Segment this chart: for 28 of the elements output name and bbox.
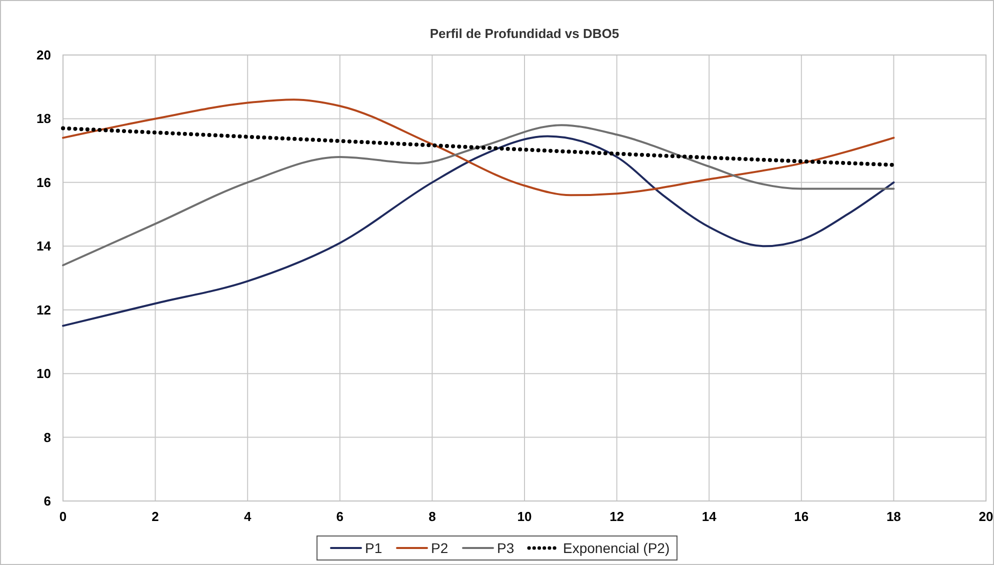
x-tick-label: 2 bbox=[152, 509, 159, 524]
x-tick-label: 0 bbox=[59, 509, 67, 524]
line-series bbox=[61, 126, 896, 167]
y-tick-label: 14 bbox=[36, 238, 52, 254]
x-tick-label: 6 bbox=[336, 509, 344, 524]
y-tick-label: 10 bbox=[36, 366, 51, 382]
legend-label: P2 bbox=[431, 540, 448, 556]
line-series bbox=[62, 135, 895, 327]
legend-label: Exponencial (P2) bbox=[563, 540, 670, 556]
x-tick-label: 4 bbox=[244, 509, 252, 524]
x-tick-label: 20 bbox=[978, 509, 994, 524]
line-series bbox=[62, 124, 895, 266]
x-tick-label: 12 bbox=[610, 509, 624, 524]
y-tick-label: 8 bbox=[44, 430, 51, 445]
legend-label: P3 bbox=[497, 540, 514, 556]
x-tick-label: 8 bbox=[428, 509, 436, 524]
chart-title: Perfil de Profundidad vs DBO5 bbox=[430, 26, 620, 41]
x-tick-label: 10 bbox=[517, 509, 532, 524]
legend-label: P1 bbox=[365, 540, 382, 556]
y-tick-label: 12 bbox=[36, 302, 51, 318]
y-tick-label: 20 bbox=[36, 48, 51, 62]
line-series bbox=[62, 98, 895, 196]
x-tick-label: 18 bbox=[886, 509, 901, 524]
x-tick-label: 14 bbox=[702, 509, 718, 524]
x-tick-label: 16 bbox=[794, 509, 809, 524]
y-tick-label: 16 bbox=[36, 174, 51, 190]
y-tick-label: 18 bbox=[36, 111, 51, 126]
y-tick-label: 6 bbox=[44, 494, 51, 508]
